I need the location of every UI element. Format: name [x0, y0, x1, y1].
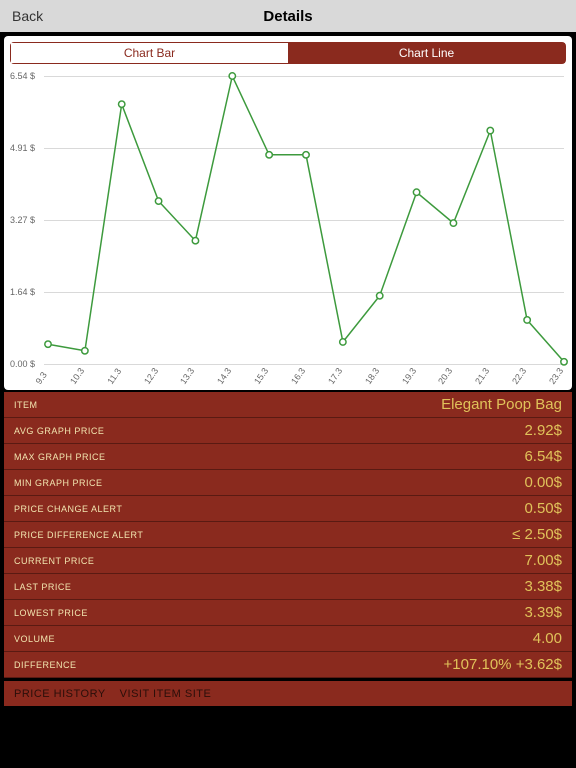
details-table: ITEM Elegant Poop Bag AVG GRAPH PRICE 2.92$…: [4, 390, 572, 678]
tab-chart-bar[interactable]: Chart Bar: [11, 43, 288, 63]
detail-value: Elegant Poop Bag: [441, 396, 562, 413]
detail-row: VOLUME 4.00: [4, 626, 572, 652]
detail-label: LOWEST PRICE: [14, 608, 88, 618]
detail-label: MIN GRAPH PRICE: [14, 478, 103, 488]
chart-svg: [4, 68, 572, 390]
detail-row: ITEM Elegant Poop Bag: [4, 392, 572, 418]
detail-value: 3.38$: [524, 578, 562, 595]
detail-row: CURRENT PRICE 7.00$: [4, 548, 572, 574]
content-frame: Chart Bar Chart Line 0.00 $1.64 $3.27 $4…: [0, 32, 576, 768]
detail-value: 4.00: [533, 630, 562, 647]
detail-label: VOLUME: [14, 634, 55, 644]
detail-value: 7.00$: [524, 552, 562, 569]
detail-label: AVG GRAPH PRICE: [14, 426, 104, 436]
detail-label: MAX GRAPH PRICE: [14, 452, 106, 462]
page-title: Details: [0, 8, 576, 25]
detail-value: 6.54$: [524, 448, 562, 465]
detail-row: MAX GRAPH PRICE 6.54$: [4, 444, 572, 470]
detail-row: AVG GRAPH PRICE 2.92$: [4, 418, 572, 444]
detail-label: CURRENT PRICE: [14, 556, 94, 566]
detail-row: MIN GRAPH PRICE 0.00$: [4, 470, 572, 496]
top-bar: Back Details: [0, 0, 576, 32]
detail-label: PRICE DIFFERENCE ALERT: [14, 530, 143, 540]
chart-type-segmented: Chart Bar Chart Line: [10, 42, 566, 64]
detail-label: PRICE CHANGE ALERT: [14, 504, 122, 514]
detail-row: PRICE CHANGE ALERT 0.50$: [4, 496, 572, 522]
detail-value: +107.10% +3.62$: [444, 656, 562, 673]
detail-value: 3.39$: [524, 604, 562, 621]
detail-row: PRICE DIFFERENCE ALERT ≤ 2.50$: [4, 522, 572, 548]
detail-row: DIFFERENCE +107.10% +3.62$: [4, 652, 572, 678]
detail-value: 0.50$: [524, 500, 562, 517]
detail-label: LAST PRICE: [14, 582, 71, 592]
back-button[interactable]: Back: [12, 8, 43, 24]
footer-bar: PRICE HISTORY VISIT ITEM SITE: [4, 678, 572, 706]
detail-label: ITEM: [14, 400, 38, 410]
detail-value: 2.92$: [524, 422, 562, 439]
visit-item-site-button[interactable]: VISIT ITEM SITE: [120, 688, 212, 700]
detail-label: DIFFERENCE: [14, 660, 77, 670]
price-history-button[interactable]: PRICE HISTORY: [14, 688, 106, 700]
chart-card: Chart Bar Chart Line 0.00 $1.64 $3.27 $4…: [4, 36, 572, 390]
detail-value: 0.00$: [524, 474, 562, 491]
tab-chart-line[interactable]: Chart Line: [288, 43, 565, 63]
detail-value: ≤ 2.50$: [512, 526, 562, 543]
detail-row: LOWEST PRICE 3.39$: [4, 600, 572, 626]
detail-row: LAST PRICE 3.38$: [4, 574, 572, 600]
price-line-chart: 0.00 $1.64 $3.27 $4.91 $6.54 $9.310.311.…: [4, 68, 572, 390]
